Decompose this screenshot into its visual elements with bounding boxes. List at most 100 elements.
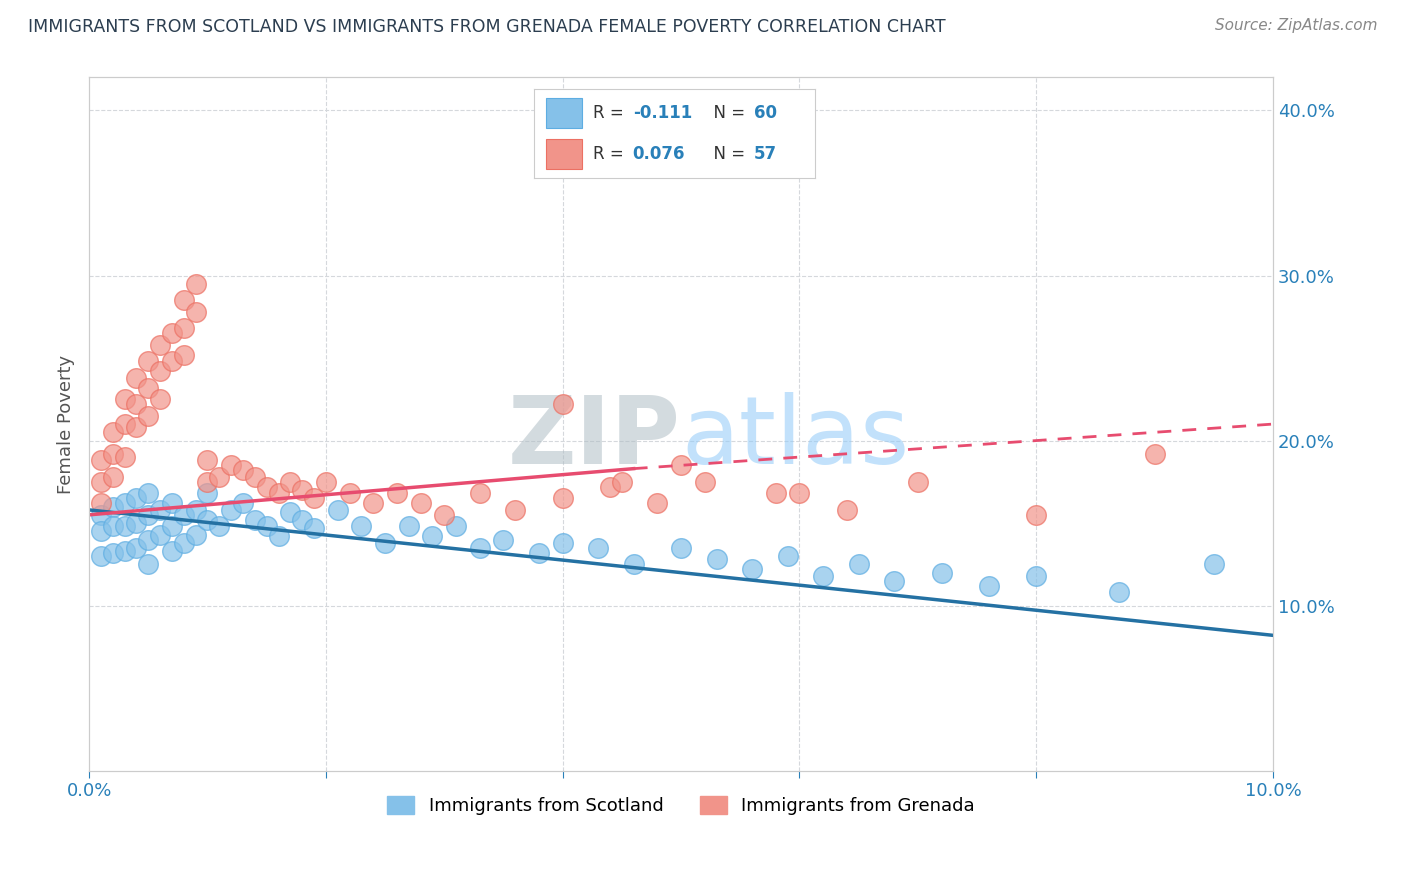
Point [101, 447, 124, 461]
Point [101, 546, 124, 560]
Point [326, 503, 349, 517]
Point [302, 491, 325, 506]
Point [776, 549, 799, 563]
Point [160, 544, 183, 558]
Point [114, 417, 136, 431]
Point [125, 491, 148, 506]
Point [291, 483, 314, 497]
Point [197, 513, 219, 527]
Point [173, 348, 195, 362]
Point [527, 546, 550, 560]
Text: N =: N = [703, 104, 751, 122]
Point [184, 503, 207, 517]
Point [149, 392, 172, 407]
Point [136, 558, 159, 572]
Point [149, 527, 172, 541]
Point [136, 533, 159, 547]
Point [125, 371, 148, 385]
Point [551, 397, 574, 411]
Point [160, 354, 183, 368]
Point [503, 503, 526, 517]
Point [232, 463, 254, 477]
Point [468, 541, 491, 555]
Point [1143, 447, 1166, 461]
Point [90, 508, 112, 522]
Point [385, 486, 408, 500]
Point [1025, 508, 1047, 522]
Point [208, 519, 231, 533]
Point [374, 536, 396, 550]
Point [149, 503, 172, 517]
Point [256, 519, 278, 533]
Point [907, 475, 929, 489]
Point [90, 475, 112, 489]
Point [669, 541, 692, 555]
Point [149, 338, 172, 352]
Point [173, 508, 195, 522]
Point [219, 503, 242, 517]
Point [551, 536, 574, 550]
Point [101, 425, 124, 440]
Point [136, 486, 159, 500]
Point [197, 475, 219, 489]
Point [280, 475, 302, 489]
Point [114, 392, 136, 407]
Point [184, 277, 207, 291]
Point [302, 521, 325, 535]
Text: IMMIGRANTS FROM SCOTLAND VS IMMIGRANTS FROM GRENADA FEMALE POVERTY CORRELATION C: IMMIGRANTS FROM SCOTLAND VS IMMIGRANTS F… [28, 18, 946, 36]
Point [114, 519, 136, 533]
Text: 0.076: 0.076 [633, 145, 685, 163]
Point [610, 475, 633, 489]
Point [444, 519, 467, 533]
Point [149, 364, 172, 378]
Point [256, 480, 278, 494]
Point [208, 470, 231, 484]
Text: ZIP: ZIP [508, 392, 681, 484]
Bar [546, 98, 582, 128]
Point [101, 500, 124, 514]
Point [741, 562, 763, 576]
Point [243, 470, 266, 484]
Point [197, 486, 219, 500]
Point [706, 552, 728, 566]
Point [409, 496, 432, 510]
Point [422, 529, 444, 543]
Point [136, 409, 159, 423]
Text: N =: N = [703, 145, 751, 163]
Point [125, 516, 148, 530]
Text: 57: 57 [754, 145, 776, 163]
Point [848, 558, 870, 572]
Text: atlas: atlas [681, 392, 910, 484]
Point [184, 305, 207, 319]
Point [136, 381, 159, 395]
Point [232, 496, 254, 510]
Point [219, 458, 242, 473]
Point [197, 453, 219, 467]
Y-axis label: Female Poverty: Female Poverty [58, 354, 75, 493]
Point [339, 486, 361, 500]
Point [883, 574, 905, 588]
Point [977, 579, 1000, 593]
Bar [546, 139, 582, 169]
Text: Source: ZipAtlas.com: Source: ZipAtlas.com [1215, 18, 1378, 33]
Point [599, 480, 621, 494]
Point [433, 508, 456, 522]
Point [90, 496, 112, 510]
Point [160, 326, 183, 341]
Point [586, 541, 609, 555]
Point [361, 496, 384, 510]
Point [160, 496, 183, 510]
Point [669, 458, 692, 473]
Point [931, 566, 953, 580]
Point [136, 354, 159, 368]
Point [789, 486, 811, 500]
Point [173, 321, 195, 335]
Point [90, 524, 112, 539]
Point [173, 293, 195, 308]
Point [623, 558, 645, 572]
Point [114, 496, 136, 510]
Point [267, 529, 290, 543]
Point [551, 491, 574, 506]
Point [468, 486, 491, 500]
Point [350, 519, 373, 533]
